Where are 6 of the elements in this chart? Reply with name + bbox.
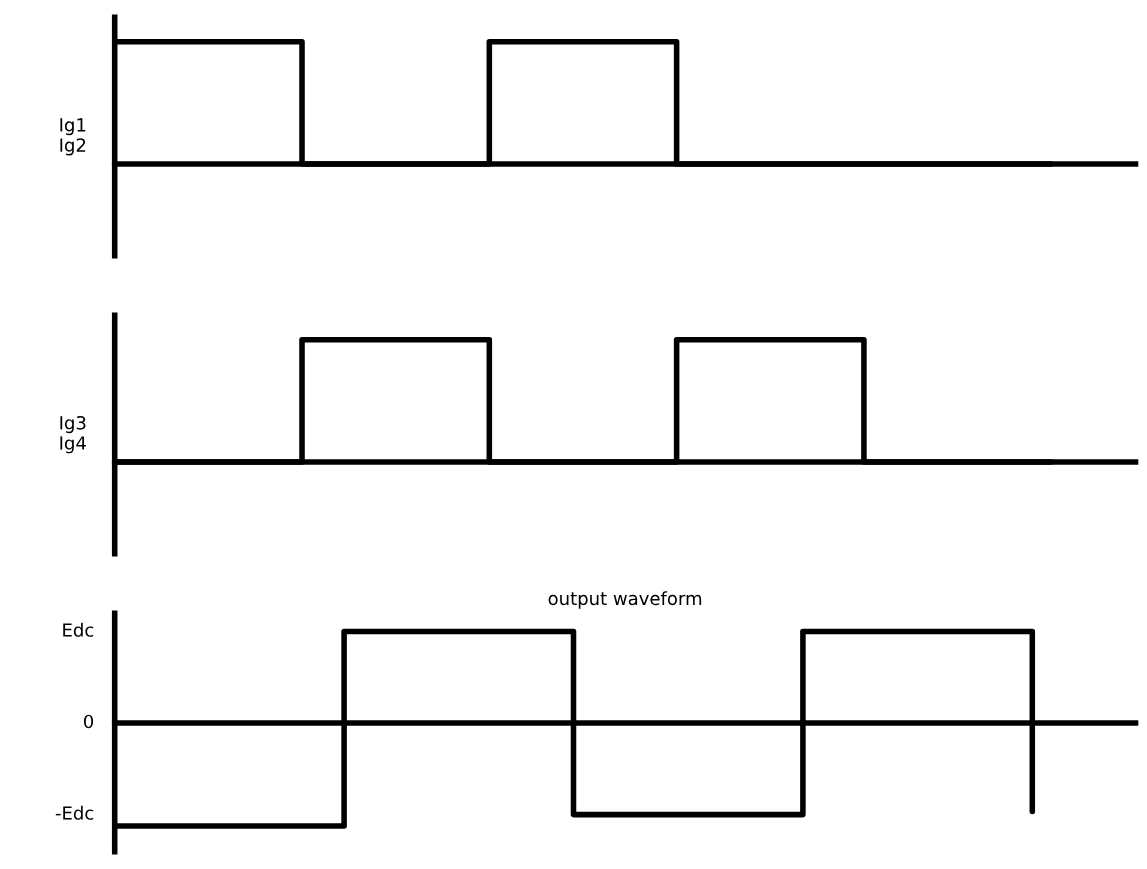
chart-title: output waveform [548,591,702,609]
y-axis-title: Ig3 Ig4 [60,415,86,454]
text: -Edc [55,805,94,820]
text: Edc [63,622,94,637]
text: 0 [83,714,94,729]
y-axis-title: Ig1 Ig2 [60,118,86,156]
